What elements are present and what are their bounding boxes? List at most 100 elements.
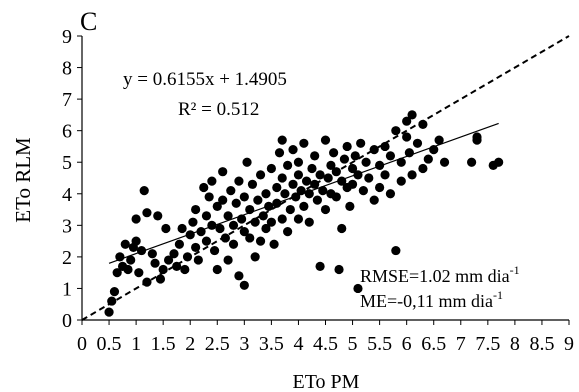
data-point xyxy=(345,201,355,211)
data-point xyxy=(180,264,190,275)
data-point xyxy=(364,173,374,183)
data-point xyxy=(212,201,222,211)
data-point xyxy=(228,220,239,230)
data-point xyxy=(177,223,187,234)
data-point xyxy=(250,252,260,262)
data-points xyxy=(104,110,504,317)
data-point xyxy=(231,198,241,208)
data-point xyxy=(218,195,228,205)
data-point xyxy=(139,186,149,196)
data-point xyxy=(174,239,184,249)
y-tick-label: 1 xyxy=(62,278,72,300)
data-point xyxy=(226,186,236,196)
data-point xyxy=(274,148,285,158)
data-point xyxy=(293,157,304,167)
data-point xyxy=(299,138,309,148)
data-point xyxy=(288,179,298,189)
data-point xyxy=(277,135,287,145)
data-point xyxy=(239,280,249,290)
data-point xyxy=(312,195,322,205)
data-point xyxy=(385,151,396,161)
y-tick-label: 2 xyxy=(62,247,72,269)
data-point xyxy=(234,271,244,281)
x-tick-label: 1 xyxy=(131,333,141,355)
data-point xyxy=(396,176,406,186)
data-point xyxy=(253,195,263,205)
data-point xyxy=(315,261,325,271)
x-tick-label: 3 xyxy=(239,333,249,355)
data-point xyxy=(158,264,168,275)
data-point xyxy=(131,236,141,246)
data-point xyxy=(320,135,331,145)
x-tick-label: 5.5 xyxy=(367,333,392,355)
data-point xyxy=(142,277,152,287)
data-point xyxy=(193,255,203,265)
r-squared-label: R² = 0.512 xyxy=(178,99,259,120)
data-point xyxy=(318,186,328,196)
data-point xyxy=(434,135,444,145)
data-point xyxy=(337,176,347,186)
data-point xyxy=(293,214,304,224)
data-point xyxy=(239,192,249,202)
data-point xyxy=(126,255,136,265)
data-point xyxy=(391,126,401,136)
data-point xyxy=(285,204,295,215)
data-point xyxy=(163,255,174,265)
data-point xyxy=(369,145,379,155)
data-point xyxy=(255,170,266,180)
y-axis-title: ETo RLM xyxy=(11,137,35,223)
data-point xyxy=(291,192,301,202)
data-point xyxy=(207,176,217,186)
data-point xyxy=(258,211,268,221)
data-point xyxy=(288,145,298,155)
data-point xyxy=(369,195,379,205)
data-point xyxy=(120,239,130,249)
data-point xyxy=(283,160,293,170)
data-point xyxy=(245,204,255,215)
rmse-label: RMSE=1.02 mm dia-1 xyxy=(360,263,520,286)
data-point xyxy=(385,189,396,199)
data-point xyxy=(169,249,179,259)
data-point xyxy=(310,179,320,189)
data-point xyxy=(320,204,331,215)
data-point xyxy=(280,189,290,199)
y-tick-label: 8 xyxy=(62,58,72,80)
x-tick-label: 0.5 xyxy=(97,333,122,355)
y-tick-label: 3 xyxy=(62,215,72,237)
data-point xyxy=(326,160,336,170)
data-point xyxy=(191,242,201,253)
data-point xyxy=(223,255,233,265)
data-point xyxy=(185,230,195,240)
me-text: ME=-0,11 mm dia xyxy=(360,291,493,311)
y-tick-label: 9 xyxy=(62,26,72,48)
x-tick-label: 0 xyxy=(77,333,87,355)
data-point xyxy=(404,148,414,158)
data-point xyxy=(234,176,244,186)
data-point xyxy=(277,173,287,183)
data-point xyxy=(353,283,363,294)
data-point xyxy=(142,208,152,218)
data-point xyxy=(423,154,433,164)
data-point xyxy=(112,268,122,278)
data-point xyxy=(147,249,157,259)
chart-labels: C y = 0.6155x + 1.4905 R² = 0.512 ETo PM… xyxy=(11,7,520,392)
data-point xyxy=(196,227,206,237)
data-point xyxy=(109,287,120,297)
data-point xyxy=(245,233,255,243)
data-point xyxy=(261,223,271,234)
data-point xyxy=(255,236,266,246)
x-tick-label: 1.5 xyxy=(151,333,176,355)
data-point xyxy=(356,138,366,148)
data-point xyxy=(418,119,428,129)
x-axis-title: ETo PM xyxy=(293,371,360,392)
data-point xyxy=(261,189,271,199)
data-point xyxy=(350,151,360,161)
data-point xyxy=(396,157,406,167)
x-tick-label: 2 xyxy=(185,333,195,355)
data-point xyxy=(155,274,166,284)
x-tick-label: 4 xyxy=(293,333,303,355)
y-tick-label: 5 xyxy=(62,152,72,174)
data-point xyxy=(331,192,341,202)
